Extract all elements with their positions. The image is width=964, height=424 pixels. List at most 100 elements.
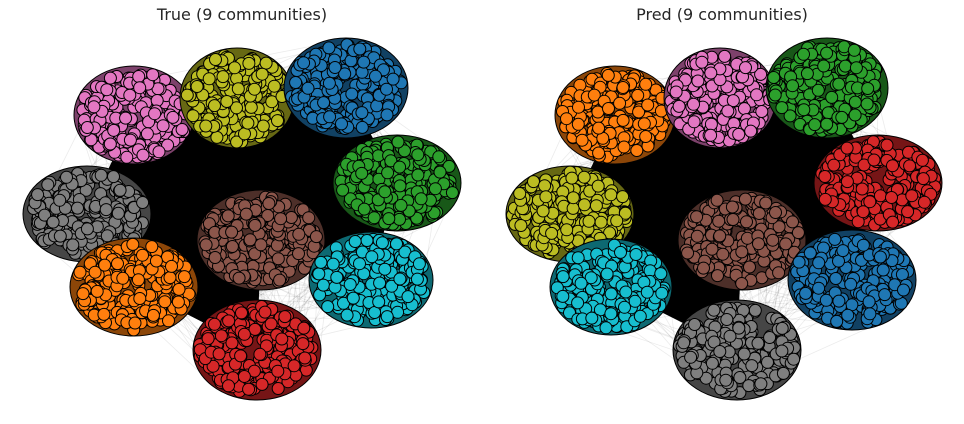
- node: [572, 100, 585, 114]
- node: [41, 178, 55, 192]
- node: [98, 258, 112, 272]
- node: [840, 175, 854, 189]
- node: [146, 68, 160, 82]
- node: [380, 108, 394, 122]
- node: [111, 257, 124, 271]
- node: [271, 364, 285, 378]
- node: [225, 240, 239, 253]
- node: [336, 183, 350, 197]
- node: [915, 153, 929, 167]
- true-panel-title: True (9 communities): [156, 5, 327, 24]
- node: [73, 265, 87, 279]
- node: [221, 209, 235, 223]
- node: [271, 382, 285, 395]
- node: [367, 211, 381, 225]
- node: [210, 130, 224, 144]
- node: [690, 229, 704, 243]
- node: [235, 306, 248, 320]
- node: [378, 262, 392, 276]
- community-brown: [677, 189, 807, 291]
- node: [786, 215, 799, 229]
- node: [832, 77, 846, 91]
- node: [616, 81, 630, 94]
- node: [289, 76, 303, 89]
- node: [175, 123, 189, 136]
- node: [411, 148, 425, 162]
- node: [152, 145, 166, 159]
- node: [629, 248, 643, 261]
- node: [255, 67, 269, 81]
- node: [401, 290, 415, 304]
- node: [254, 238, 268, 252]
- node: [744, 124, 758, 138]
- node: [391, 135, 405, 149]
- node: [750, 88, 764, 102]
- node: [107, 170, 120, 184]
- node: [613, 96, 627, 110]
- node: [186, 109, 200, 123]
- node: [123, 133, 137, 147]
- node: [353, 42, 367, 56]
- node: [232, 271, 246, 285]
- node: [284, 211, 298, 224]
- node: [848, 108, 862, 122]
- node: [270, 238, 284, 252]
- node: [156, 119, 170, 133]
- node: [385, 279, 399, 293]
- node: [88, 265, 102, 279]
- node: [718, 49, 732, 63]
- node: [616, 113, 630, 127]
- node: [314, 255, 328, 269]
- node: [432, 150, 446, 164]
- node: [772, 266, 786, 280]
- node: [713, 229, 727, 243]
- node: [619, 285, 633, 299]
- node: [330, 270, 344, 284]
- node: [256, 119, 270, 133]
- node: [740, 231, 754, 245]
- node: [271, 114, 284, 128]
- node: [903, 159, 917, 173]
- node: [812, 256, 826, 270]
- node: [267, 79, 281, 93]
- node: [136, 248, 149, 262]
- pred-panel-title: Pred (9 communities): [636, 5, 808, 24]
- pred-network-panel: Pred (9 communities): [505, 5, 943, 401]
- node: [726, 213, 740, 226]
- node: [321, 300, 335, 314]
- node: [248, 247, 262, 261]
- node: [212, 347, 226, 361]
- pred-communities: [505, 37, 943, 401]
- node: [844, 277, 858, 291]
- node: [594, 215, 608, 229]
- node: [248, 218, 262, 232]
- node: [372, 295, 386, 309]
- node: [641, 98, 655, 112]
- node: [274, 212, 288, 226]
- node: [604, 307, 618, 321]
- node: [161, 138, 175, 152]
- node: [616, 190, 630, 204]
- node: [119, 111, 133, 125]
- node: [669, 85, 683, 99]
- node: [262, 197, 276, 210]
- node: [298, 351, 312, 365]
- node: [566, 201, 580, 215]
- node: [742, 379, 756, 393]
- node: [230, 101, 243, 115]
- node: [140, 127, 154, 141]
- node: [317, 96, 331, 110]
- community-pink: [73, 65, 195, 165]
- node: [614, 245, 627, 259]
- node: [390, 237, 403, 251]
- node: [560, 223, 574, 237]
- node: [873, 250, 887, 264]
- node: [878, 288, 892, 302]
- node: [131, 273, 145, 287]
- node: [343, 278, 357, 291]
- community-orange: [554, 65, 676, 165]
- node: [767, 71, 781, 84]
- node: [163, 271, 177, 285]
- node: [829, 272, 843, 285]
- edge: [264, 123, 341, 191]
